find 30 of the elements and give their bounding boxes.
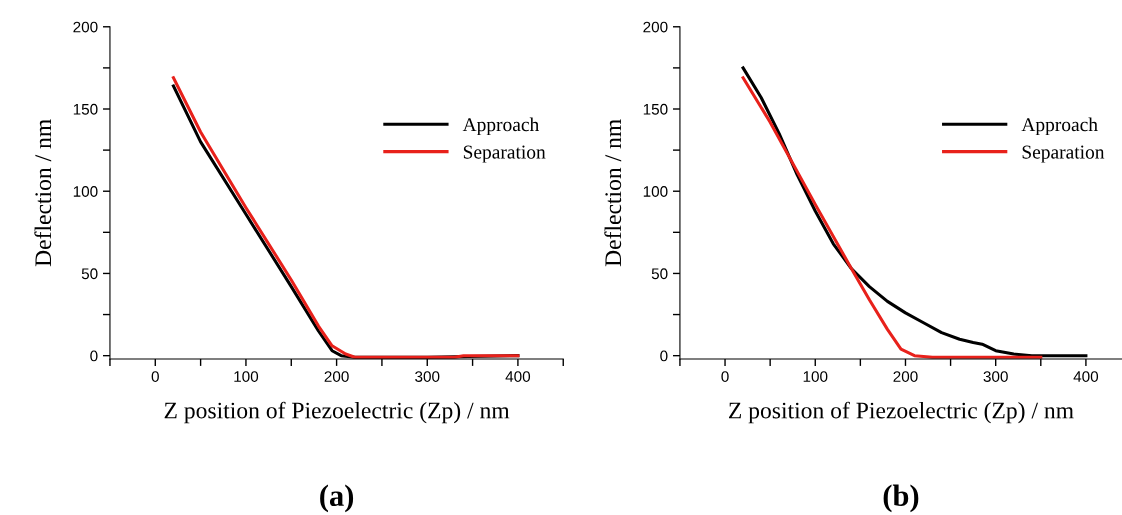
y-tick-label: 50 xyxy=(651,268,668,280)
y-tick-label: 100 xyxy=(643,186,668,197)
x-tick-label: 400 xyxy=(1073,371,1099,382)
x-axis-title: Z position of Piezoelectric (Zp) / nm xyxy=(729,401,1074,424)
legend-label: Approach xyxy=(1021,117,1098,136)
y-tick-label: 0 xyxy=(90,350,98,362)
x-tick-label: 300 xyxy=(983,371,1008,382)
x-tick-label: 200 xyxy=(324,371,349,382)
legend-label: Separation xyxy=(463,145,546,163)
y-tick-label: 150 xyxy=(73,103,98,115)
text: (b) xyxy=(883,484,919,513)
x-tick-label: 400 xyxy=(505,371,531,382)
x-axis-title: Z position of Piezoelectric (Zp) / nm xyxy=(164,401,510,424)
y-tick-label: 150 xyxy=(643,103,668,115)
y-tick-label: 100 xyxy=(73,186,98,197)
x-tick-label: 300 xyxy=(415,371,440,382)
x-tick-label: 100 xyxy=(803,371,828,382)
y-tick-label: 50 xyxy=(81,268,98,280)
y-axis-title: Deflection / nm xyxy=(604,119,622,267)
legend-label: Approach xyxy=(462,117,539,136)
x-tick-label: 0 xyxy=(721,371,729,382)
x-tick-label: 100 xyxy=(234,371,259,382)
y-tick-label: 200 xyxy=(643,21,668,33)
legend-label: Separation xyxy=(1022,145,1105,163)
y-axis-title: Deflection / nm xyxy=(34,119,52,267)
y-tick-label: 0 xyxy=(660,350,668,362)
text: (a) xyxy=(320,484,354,513)
y-tick-label: 200 xyxy=(73,21,98,33)
x-tick-label: 0 xyxy=(151,371,159,382)
x-tick-label: 200 xyxy=(893,371,918,382)
